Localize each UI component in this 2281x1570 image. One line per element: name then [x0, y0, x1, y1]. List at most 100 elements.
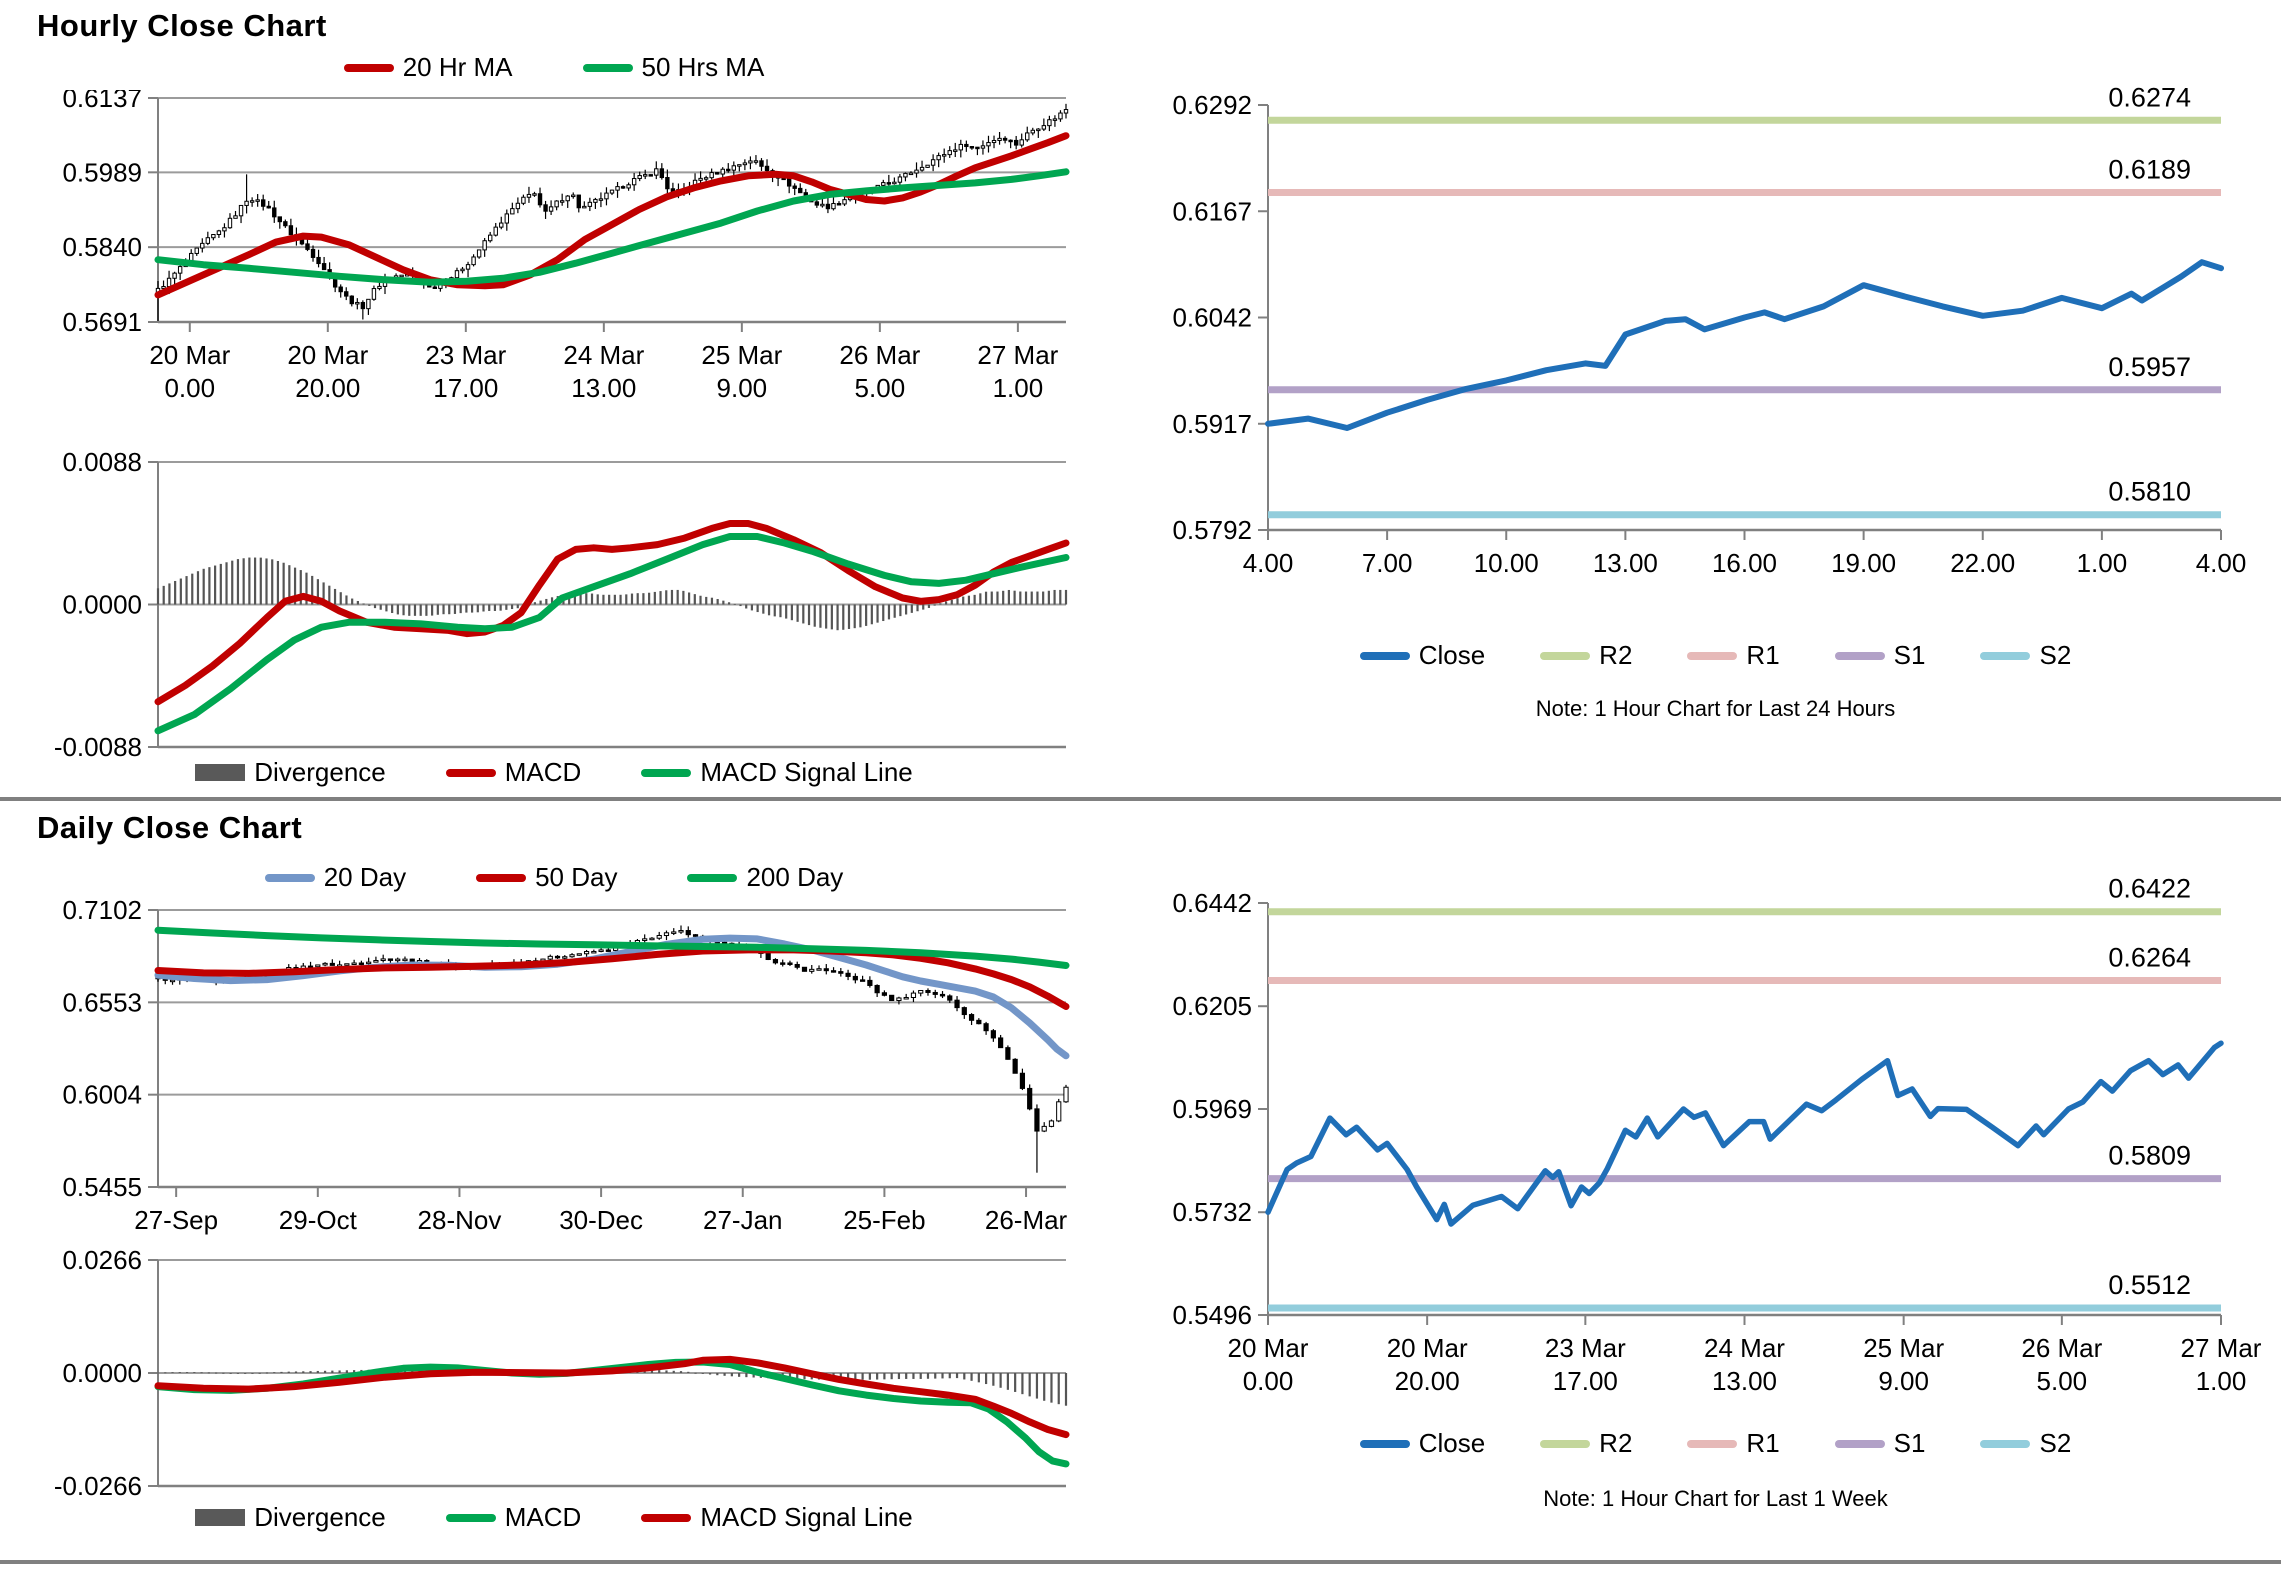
legend-label: S1: [1893, 640, 1926, 670]
legend-label: R1: [1746, 640, 1780, 670]
legend-label: Divergence: [254, 757, 386, 787]
line-swatch-icon: [687, 873, 738, 882]
bottom-divider: [0, 1560, 2281, 1564]
svg-text:0.5957: 0.5957: [2108, 352, 2191, 382]
legend-item-20-day: 20 Day: [264, 862, 407, 893]
svg-text:0.5732: 0.5732: [1172, 1197, 1252, 1227]
svg-text:0.6167: 0.6167: [1172, 196, 1252, 226]
legend-label: R1: [1746, 1428, 1780, 1458]
bar-swatch-icon: [195, 764, 246, 781]
svg-text:1.00: 1.00: [2196, 1366, 2247, 1396]
daily-macd-chart: 0.0266 0.0000 -0.0266: [30, 1245, 1078, 1503]
daily-section-title: Daily Close Chart: [37, 810, 303, 845]
svg-text:0.6137: 0.6137: [62, 90, 142, 113]
svg-text:27-Sep: 27-Sep: [134, 1205, 218, 1235]
svg-text:4.00: 4.00: [1243, 548, 1294, 578]
svg-text:4.00: 4.00: [2196, 548, 2247, 578]
svg-text:20 Mar: 20 Mar: [287, 340, 368, 370]
svg-text:0.5840: 0.5840: [62, 232, 142, 262]
svg-text:0.6189: 0.6189: [2108, 155, 2191, 185]
svg-text:26 Mar: 26 Mar: [2021, 1333, 2102, 1363]
line-swatch-icon: [264, 873, 315, 882]
daily-price-chart: 0.7102 0.6553 0.6004 0.5455 27-Sep 29-Oct 28-N…: [30, 895, 1078, 1250]
svg-text:0.5969: 0.5969: [1172, 1094, 1252, 1124]
legend-label: Close: [1418, 640, 1486, 670]
hourly-pivot-note: Note: 1 Hour Chart for Last 24 Hours: [1535, 696, 1896, 721]
legend-item-r2: R2: [1540, 640, 1632, 671]
daily-macd-legend: Divergence MACD MACD Signal Line: [30, 1502, 1078, 1533]
svg-text:13.00: 13.00: [571, 373, 636, 400]
section-divider: [0, 797, 2281, 801]
svg-text:0.5512: 0.5512: [2108, 1270, 2191, 1300]
svg-text:0.6264: 0.6264: [2108, 943, 2191, 973]
svg-text:20.00: 20.00: [1395, 1366, 1460, 1396]
svg-text:13.00: 13.00: [1712, 1366, 1777, 1396]
legend-item-r2: R2: [1540, 1428, 1632, 1459]
line-swatch-icon: [1834, 1439, 1885, 1448]
svg-text:17.00: 17.00: [433, 373, 498, 400]
legend-item-divergence: Divergence: [195, 757, 386, 788]
daily-pivot-legend: Close R2 R1 S1 S2: [1150, 1428, 2281, 1459]
legend-label: MACD: [504, 1502, 582, 1532]
svg-text:0.5691: 0.5691: [62, 307, 142, 337]
svg-text:20.00: 20.00: [295, 373, 360, 400]
legend-label: Close: [1418, 1428, 1486, 1458]
svg-text:25-Feb: 25-Feb: [843, 1205, 925, 1235]
legend-item-20-hr-ma: 20 Hr MA: [343, 52, 513, 83]
svg-text:0.00: 0.00: [164, 373, 215, 400]
legend-label: 20 Day: [323, 862, 407, 892]
legend-item-200-day: 200 Day: [687, 862, 843, 893]
svg-text:20 Mar: 20 Mar: [1387, 1333, 1468, 1363]
svg-text:24 Mar: 24 Mar: [1704, 1333, 1785, 1363]
daily-pivot-chart: 0.6442 0.6205 0.5969 0.5732 0.5496 20 Mar 0.00…: [1150, 855, 2281, 1420]
legend-item-50-hrs-ma: 50 Hrs MA: [582, 52, 765, 83]
legend-label: MACD Signal Line: [700, 757, 913, 787]
legend-item-macd: MACD: [445, 757, 582, 788]
svg-text:0.5809: 0.5809: [2108, 1141, 2191, 1171]
legend-item-macd-signal-line: MACD Signal Line: [641, 1502, 913, 1533]
legend-label: S2: [2039, 640, 2072, 670]
svg-text:0.6042: 0.6042: [1172, 303, 1252, 333]
svg-text:0.6274: 0.6274: [2108, 82, 2191, 112]
svg-text:27-Jan: 27-Jan: [703, 1205, 783, 1235]
svg-text:20 Mar: 20 Mar: [1228, 1333, 1309, 1363]
hourly-price-chart: 0.6137 0.5989 0.5840 0.5691 20 Mar 0.00 20 Mar…: [30, 83, 1078, 405]
svg-text:0.6442: 0.6442: [1172, 888, 1252, 918]
svg-text:0.0088: 0.0088: [62, 452, 142, 477]
legend-label: 50 Hrs MA: [641, 52, 765, 82]
svg-text:27 Mar: 27 Mar: [977, 340, 1058, 370]
bar-swatch-icon: [195, 1509, 246, 1526]
daily_macd-svg: 0.0266 0.0000 -0.0266: [54, 1245, 1070, 1501]
hourly-macd-chart: 0.0088 0.0000 -0.0088: [30, 447, 1078, 762]
legend-label: Divergence: [254, 1502, 386, 1532]
legend-item-s2: S2: [1980, 1428, 2071, 1459]
svg-text:25 Mar: 25 Mar: [1863, 1333, 1944, 1363]
legend-item-close: Close: [1359, 640, 1486, 671]
svg-text:0.0000: 0.0000: [62, 590, 142, 620]
line-swatch-icon: [343, 63, 394, 72]
legend-item-s1: S1: [1834, 640, 1926, 671]
legend-label: 20 Hr MA: [402, 52, 513, 82]
line-swatch-icon: [1359, 651, 1410, 660]
line-swatch-icon: [476, 873, 527, 882]
svg-text:0.6422: 0.6422: [2108, 874, 2191, 904]
hourly-macd-legend: Divergence MACD MACD Signal Line: [30, 757, 1078, 788]
legend-label: R2: [1599, 640, 1633, 670]
svg-text:0.5989: 0.5989: [62, 157, 142, 187]
legend-label: 50 Day: [535, 862, 618, 892]
line-swatch-icon: [1834, 651, 1885, 660]
line-swatch-icon: [1980, 1439, 2031, 1448]
svg-text:24 Mar: 24 Mar: [563, 340, 644, 370]
svg-text:27 Mar: 27 Mar: [2181, 1333, 2262, 1363]
line-swatch-icon: [1540, 651, 1591, 660]
svg-text:0.6205: 0.6205: [1172, 991, 1252, 1021]
legend-label: MACD: [504, 757, 582, 787]
svg-text:0.6292: 0.6292: [1172, 90, 1252, 120]
hourly_macd-svg: 0.0088 0.0000 -0.0088: [54, 447, 1070, 762]
svg-text:0.5455: 0.5455: [62, 1172, 142, 1202]
svg-text:0.6553: 0.6553: [62, 987, 142, 1017]
svg-text:-0.0266: -0.0266: [54, 1471, 142, 1498]
svg-text:26 Mar: 26 Mar: [839, 340, 920, 370]
